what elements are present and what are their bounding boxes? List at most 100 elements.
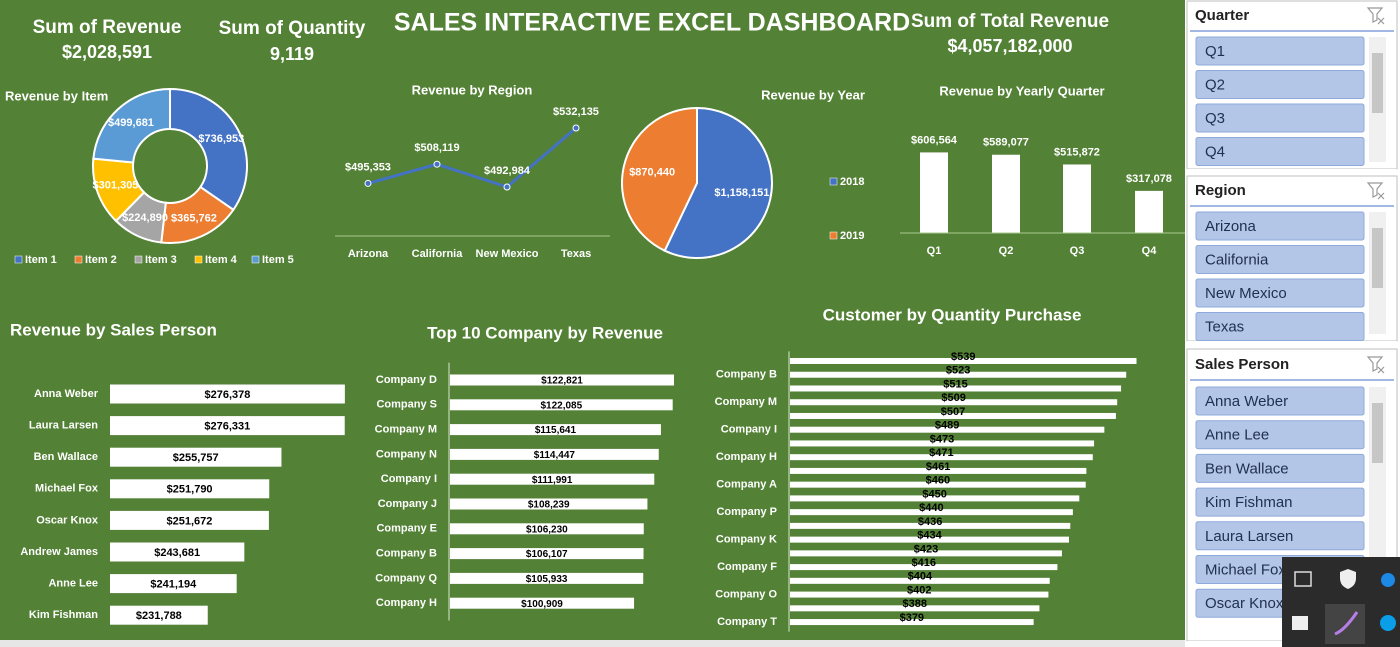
slicer-item[interactable] (1195, 453, 1365, 483)
bar (110, 447, 282, 467)
data-label: $251,672 (167, 515, 213, 527)
slicer-item-label[interactable]: Anne Lee (1205, 427, 1269, 444)
slicer-item-label[interactable]: Q3 (1205, 110, 1225, 127)
clear-filter-button[interactable] (1366, 356, 1385, 374)
slicer-item-label[interactable]: Michael Fox (1205, 561, 1286, 578)
slicer-item-label[interactable]: New Mexico (1205, 285, 1287, 302)
kpi-value: 9,119 (270, 44, 314, 64)
slicer-item-label[interactable]: Texas (1205, 318, 1244, 335)
slicer-item[interactable] (1195, 211, 1365, 241)
y-tick-label: Michael Fox (35, 483, 99, 495)
data-label: $241,194 (150, 579, 197, 591)
dashboard-title: SALES INTERACTIVE EXCEL DASHBOARD (394, 9, 910, 37)
slicer-scroll-thumb[interactable] (1372, 403, 1383, 463)
slicer-item[interactable] (1195, 487, 1365, 517)
bar (450, 572, 644, 584)
y-tick-label: Company P (716, 506, 777, 518)
data-label: $106,107 (526, 549, 568, 560)
y-tick-label: Company F (717, 561, 777, 573)
bar (790, 550, 1062, 557)
slicer-item-label[interactable]: Arizona (1205, 218, 1257, 235)
legend-label: Item 4 (205, 254, 238, 266)
slicer-scroll-thumb[interactable] (1372, 53, 1383, 113)
slicer-item[interactable] (1195, 521, 1365, 551)
slicer-item-label[interactable]: Q1 (1205, 43, 1225, 60)
y-tick-label: Company T (717, 616, 777, 628)
y-tick-label: Kim Fishman (29, 609, 98, 621)
slicer-title: Region (1195, 182, 1246, 199)
legend-swatch (829, 231, 838, 240)
bar (110, 574, 237, 594)
bar (790, 495, 1080, 502)
y-tick-label: Company K (716, 534, 777, 546)
bar (790, 467, 1087, 474)
data-label: $317,078 (1126, 173, 1172, 185)
tray-icon[interactable] (1340, 569, 1356, 589)
data-label: $301,305 (93, 180, 139, 192)
data-label: $515,872 (1054, 146, 1100, 158)
slicer-item-label[interactable]: Anna Weber (1205, 393, 1288, 410)
y-tick-label: Laura Larsen (29, 420, 98, 432)
clear-filter-button[interactable] (1366, 7, 1385, 25)
clear-filter-button[interactable] (1366, 182, 1385, 200)
y-tick-label: Oscar Knox (36, 514, 99, 526)
bar (790, 385, 1122, 392)
data-label: $114,447 (534, 450, 576, 461)
data-label: $100,909 (521, 599, 563, 610)
tray-icon[interactable] (1380, 615, 1396, 631)
data-label: $589,077 (983, 137, 1029, 149)
slicer-item[interactable] (1195, 245, 1365, 274)
y-tick-label: Company I (721, 424, 777, 436)
slicer-item[interactable] (1195, 420, 1365, 450)
bar (1135, 190, 1163, 233)
slicer-title: Quarter (1195, 7, 1249, 24)
data-label: $532,135 (553, 106, 599, 118)
tray-icon[interactable] (1334, 611, 1359, 636)
tray-icon[interactable] (1381, 573, 1395, 587)
data-label: $416 (911, 557, 935, 569)
slicer-item[interactable] (1195, 312, 1365, 341)
bar (110, 605, 208, 625)
tray-icon[interactable] (1294, 571, 1312, 587)
bar (790, 509, 1073, 516)
slicer-item-label[interactable]: Ben Wallace (1205, 460, 1289, 477)
chart-title: Top 10 Company by Revenue (427, 323, 663, 342)
data-label: $509 (941, 392, 965, 404)
chart-title: Revenue by Sales Person (10, 320, 217, 339)
slicer-item[interactable] (1195, 70, 1365, 99)
line-point (433, 160, 441, 168)
data-label: $255,757 (173, 452, 219, 464)
slicer-item[interactable] (1195, 103, 1365, 133)
y-tick-label: Company E (376, 523, 437, 535)
slicer-item-label[interactable]: Q4 (1205, 143, 1225, 160)
data-label: $402 (907, 584, 931, 596)
slicer-item-label[interactable]: Q2 (1205, 76, 1225, 93)
y-tick-label: Company Q (375, 572, 437, 584)
data-label: $495,353 (345, 161, 391, 173)
bar (790, 619, 1034, 626)
bar (790, 605, 1040, 612)
bar (790, 564, 1058, 571)
slicer-clip (1187, 169, 1397, 175)
legend-swatch (829, 177, 838, 186)
data-label: $492,984 (484, 165, 531, 177)
slicer-item-label[interactable]: Kim Fishman (1205, 494, 1293, 511)
slicer-item[interactable] (1195, 278, 1365, 308)
slicer-scroll-thumb[interactable] (1372, 228, 1383, 288)
slicer-item-label[interactable]: California (1205, 251, 1269, 268)
y-tick-label: Company A (716, 479, 777, 491)
kpi-label: Sum of Total Revenue (911, 11, 1109, 32)
bar (110, 510, 269, 530)
slicer-item-label[interactable]: Laura Larsen (1205, 528, 1293, 545)
slicer-item-label[interactable]: Oscar Knox (1205, 595, 1284, 612)
pie-slice (621, 106, 698, 253)
slicer-item[interactable] (1195, 386, 1365, 416)
legend-swatch (74, 255, 83, 264)
bar (450, 448, 659, 460)
bar (790, 371, 1127, 378)
slicer-item[interactable] (1195, 36, 1365, 66)
legend-label: Item 1 (25, 254, 57, 266)
slicer-item[interactable] (1195, 137, 1365, 166)
tray-icon[interactable] (1292, 616, 1308, 630)
